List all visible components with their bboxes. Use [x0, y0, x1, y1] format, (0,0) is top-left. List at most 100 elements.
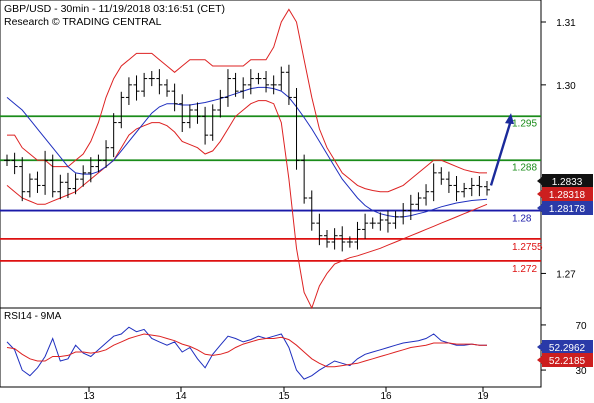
price-bar [72, 173, 79, 195]
rsi-ma-value-pointer [537, 356, 542, 364]
price-bar [171, 83, 178, 112]
price-bar [34, 171, 41, 193]
level-label: 1.272 [512, 264, 537, 275]
ma-price-label: 1.28178 [549, 204, 586, 215]
price-bar [64, 172, 71, 198]
price-bar [224, 69, 231, 107]
price-bar [324, 230, 330, 248]
price-bar [301, 154, 308, 204]
price-bar [202, 106, 209, 145]
price-bar [232, 72, 239, 97]
price-bar [11, 152, 18, 175]
price-bar [110, 113, 117, 158]
projection-arrow-shaft [489, 119, 513, 186]
price-bar [468, 177, 475, 197]
price-bar [377, 212, 384, 231]
rsi-y-tick-label: 70 [575, 321, 587, 332]
price-bar [278, 66, 285, 91]
bollinger-lower-line [6, 100, 488, 310]
price-bar [87, 157, 94, 183]
price-bar [179, 94, 186, 132]
price-bar [186, 104, 193, 129]
price-bar [118, 91, 125, 129]
price-bar [484, 181, 490, 196]
price-bar [392, 211, 399, 229]
price-bar [453, 176, 460, 202]
y-tick-label: 1.31 [556, 18, 576, 29]
rsi-panel-frame [0, 307, 542, 388]
bollinger-upper-line [7, 8, 487, 193]
level-label: 1.2755 [512, 242, 543, 253]
price-bar [362, 213, 369, 239]
price-bar [400, 203, 407, 225]
price-bar [346, 236, 353, 248]
price-bar [95, 154, 102, 173]
source-label: Research © TRADING CENTRAL [4, 16, 162, 28]
rsi-ma-line [6, 333, 487, 368]
bollinger-price-label: 1.28318 [549, 190, 586, 201]
ma-price-box [542, 201, 593, 215]
price-bar [384, 210, 391, 233]
price-bar [49, 154, 56, 198]
current-price-box [542, 174, 593, 188]
price-bar [57, 174, 64, 200]
rsi-ma-value-box [542, 353, 593, 367]
price-bar [19, 157, 26, 202]
price-bar [461, 182, 468, 198]
price-bar [263, 71, 270, 93]
price-bar [354, 221, 361, 250]
price-bar [141, 72, 148, 97]
price-bar [247, 69, 254, 95]
main-panel-frame [0, 0, 542, 309]
price-bar [125, 77, 132, 105]
price-bar [438, 167, 445, 185]
price-bar [209, 104, 216, 141]
rsi-y-tick-label: 30 [575, 366, 587, 377]
price-bar [339, 226, 346, 252]
price-bar [103, 140, 110, 168]
price-bar [293, 88, 300, 170]
current-price-label: 1.2833 [552, 177, 583, 188]
price-bar [369, 217, 376, 229]
price-bar [4, 154, 10, 166]
price-bar [217, 89, 224, 118]
rsi-panel-label: RSI14 - 9MA [4, 311, 62, 322]
x-tick-label: 19 [477, 391, 489, 402]
price-bar [476, 176, 483, 197]
price-bar [194, 102, 201, 124]
rsi-value-label: 52.2962 [549, 343, 586, 354]
level-label: 1.295 [512, 118, 537, 129]
ma-price-pointer [537, 204, 542, 212]
price-bar [423, 184, 430, 206]
level-label: 1.288 [512, 162, 537, 173]
bollinger-price-pointer [537, 190, 542, 198]
price-bar [407, 194, 414, 220]
x-tick-label: 15 [278, 391, 290, 402]
price-bar [316, 213, 323, 246]
current-price-pointer [537, 177, 542, 185]
rsi-value-box [542, 340, 593, 354]
price-bar [308, 190, 315, 231]
y-tick-label: 1.27 [556, 269, 576, 280]
price-bar [240, 77, 247, 99]
price-bar [26, 173, 33, 198]
rsi-ma-value-label: 52.2185 [549, 356, 586, 367]
price-bar [270, 75, 277, 95]
x-tick-label: 13 [83, 391, 95, 402]
price-bar [133, 75, 140, 101]
rsi-line [6, 326, 487, 380]
y-tick-label: 1.30 [556, 81, 576, 92]
price-bar [415, 192, 422, 210]
price-bar [445, 171, 452, 193]
price-bar [80, 165, 87, 187]
price-bar [285, 64, 292, 105]
x-tick-label: 16 [380, 391, 392, 402]
price-bar [430, 163, 437, 202]
moving-average-line [6, 86, 488, 218]
price-bar [148, 71, 155, 87]
rsi-value-pointer [537, 343, 542, 351]
chart-title: GBP/USD - 30min - 11/19/2018 03:16:51 (C… [4, 3, 225, 15]
price-bar [255, 72, 262, 85]
price-bar [42, 150, 49, 195]
price-bar [156, 69, 163, 95]
